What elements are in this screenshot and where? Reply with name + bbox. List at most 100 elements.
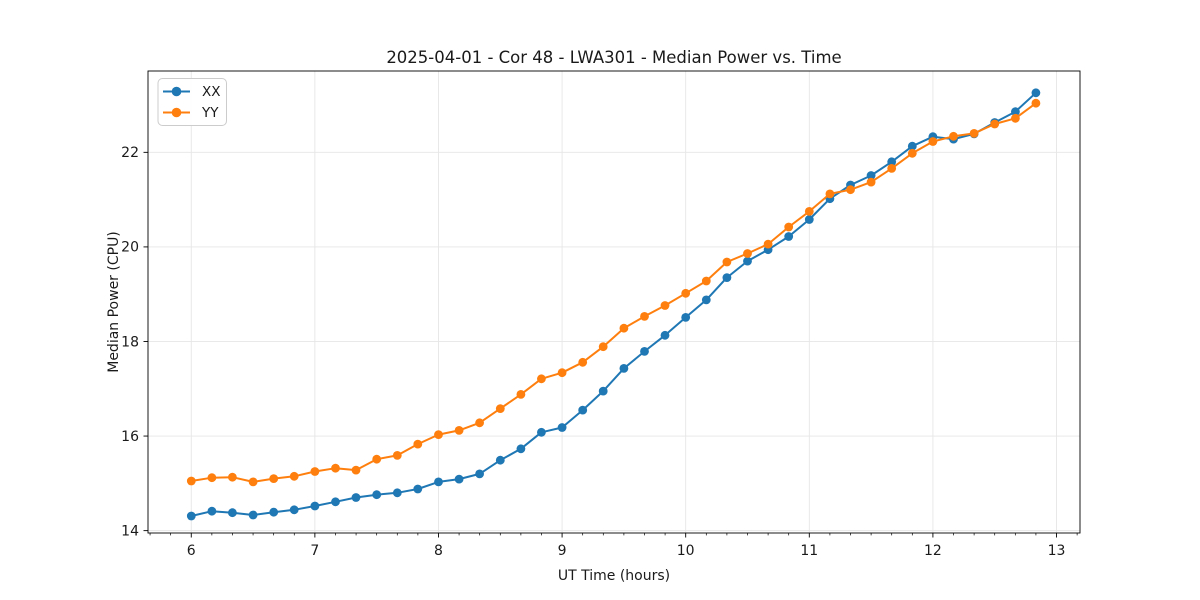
series-XX-marker bbox=[495, 455, 505, 465]
plot-border bbox=[147, 70, 1081, 534]
series-XX-marker bbox=[722, 273, 732, 282]
series-YY-marker bbox=[1011, 113, 1020, 123]
series-YY-marker bbox=[228, 472, 237, 482]
series-YY-marker bbox=[969, 129, 979, 138]
legend-label-YY: YY bbox=[201, 105, 219, 121]
series-YY-marker bbox=[784, 222, 794, 232]
y-tick-label: 14 bbox=[121, 523, 139, 539]
x-tick-label: 9 bbox=[558, 543, 567, 559]
series-layer bbox=[186, 88, 1041, 521]
series-YY-marker bbox=[928, 137, 938, 146]
x-tick-label: 7 bbox=[310, 543, 319, 559]
series-XX-marker bbox=[578, 405, 588, 415]
series-YY-marker bbox=[495, 404, 505, 413]
series-YY-marker bbox=[907, 148, 917, 158]
series-XX-marker bbox=[331, 497, 340, 507]
series-YY-marker bbox=[681, 288, 691, 298]
series-YY-marker bbox=[537, 374, 546, 384]
series-YY-marker bbox=[557, 368, 567, 378]
axes-layer: 6 7 8 9 10 11 12 13 14 16 18 20 22 bbox=[121, 70, 1081, 559]
series-YY-marker bbox=[598, 342, 608, 352]
series-XX-marker bbox=[743, 256, 752, 266]
legend-label-XX: XX bbox=[202, 84, 221, 100]
grid-layer bbox=[148, 71, 1080, 533]
series-YY-marker bbox=[990, 119, 1000, 129]
series-XX-marker bbox=[1011, 107, 1020, 117]
series-XX-marker bbox=[887, 157, 897, 167]
series-YY-marker bbox=[578, 357, 588, 367]
series-YY-marker bbox=[413, 439, 423, 449]
series-XX-marker bbox=[784, 232, 794, 241]
series-YY-marker bbox=[722, 257, 732, 267]
series-XX-marker bbox=[269, 507, 279, 517]
series-XX-marker bbox=[454, 474, 464, 484]
series-YY-marker bbox=[331, 463, 340, 473]
chart-title: 2025-04-01 - Cor 48 - LWA301 - Median Po… bbox=[386, 48, 841, 67]
y-tick-label: 16 bbox=[121, 429, 139, 445]
series-XX-marker bbox=[537, 427, 546, 437]
x-tick-label: 10 bbox=[677, 543, 695, 559]
series-YY-marker bbox=[454, 426, 464, 435]
y-tick-label: 18 bbox=[121, 334, 139, 350]
series-XX-marker bbox=[434, 477, 443, 487]
series-YY-marker bbox=[269, 474, 279, 483]
series-XX-marker bbox=[228, 508, 237, 518]
series-YY-marker bbox=[475, 418, 484, 428]
x-axis-label: UT Time (hours) bbox=[558, 568, 670, 584]
series-XX-marker bbox=[475, 469, 484, 479]
series-XX-marker bbox=[681, 313, 691, 322]
series-YY-marker bbox=[372, 454, 382, 464]
series-XX-marker bbox=[413, 484, 423, 494]
series-YY-marker bbox=[310, 467, 320, 476]
series-YY-marker bbox=[351, 465, 361, 475]
series-YY-marker bbox=[207, 473, 217, 483]
series-XX-marker bbox=[310, 501, 320, 511]
series-YY-marker bbox=[866, 177, 876, 187]
series-YY-marker bbox=[434, 430, 443, 439]
series-XX-marker bbox=[1031, 88, 1041, 98]
series-XX-marker bbox=[248, 510, 258, 520]
y-axis-label: Median Power (CPU) bbox=[106, 231, 122, 373]
series-YY-marker bbox=[846, 185, 855, 195]
series-XX-marker bbox=[866, 171, 876, 180]
series-YY-marker bbox=[660, 301, 670, 310]
series-XX-marker bbox=[640, 347, 649, 356]
series-YY-marker bbox=[887, 164, 897, 173]
series-XX-marker bbox=[557, 423, 567, 432]
y-tick-label: 20 bbox=[121, 240, 139, 256]
series-YY-line bbox=[190, 102, 1037, 483]
series-XX-marker bbox=[392, 488, 402, 498]
series-YY-marker bbox=[289, 471, 299, 481]
series-YY-marker bbox=[825, 189, 835, 199]
series-XX-marker bbox=[186, 511, 196, 521]
series-YY-marker bbox=[949, 131, 958, 141]
legend: XX YY bbox=[157, 78, 227, 126]
legend-marker-YY bbox=[171, 107, 182, 118]
series-XX-marker bbox=[907, 141, 917, 151]
series-YY-marker bbox=[619, 323, 629, 333]
x-tick-label: 6 bbox=[187, 543, 196, 559]
x-tick-label: 12 bbox=[924, 543, 942, 559]
series-YY-marker bbox=[701, 276, 711, 286]
series-YY-marker bbox=[763, 239, 773, 249]
series-YY-marker bbox=[804, 207, 814, 216]
series-YY-marker bbox=[186, 476, 196, 486]
series-YY-marker bbox=[392, 451, 402, 460]
series-YY-marker bbox=[1031, 98, 1041, 108]
series-XX-marker bbox=[289, 505, 299, 515]
series-XX-marker bbox=[516, 444, 526, 454]
legend-marker-XX bbox=[171, 86, 182, 97]
series-XX-marker bbox=[372, 490, 382, 500]
series-XX-marker bbox=[619, 364, 629, 373]
series-XX-marker bbox=[351, 493, 361, 502]
series-XX-marker bbox=[207, 506, 217, 516]
series-YY-marker bbox=[743, 249, 752, 258]
series-XX-marker bbox=[598, 386, 608, 396]
x-tick-label: 13 bbox=[1048, 543, 1066, 559]
series-XX-marker bbox=[660, 330, 670, 340]
y-tick-label: 22 bbox=[121, 145, 139, 161]
x-tick-label: 8 bbox=[434, 543, 443, 559]
series-XX-marker bbox=[701, 295, 711, 305]
